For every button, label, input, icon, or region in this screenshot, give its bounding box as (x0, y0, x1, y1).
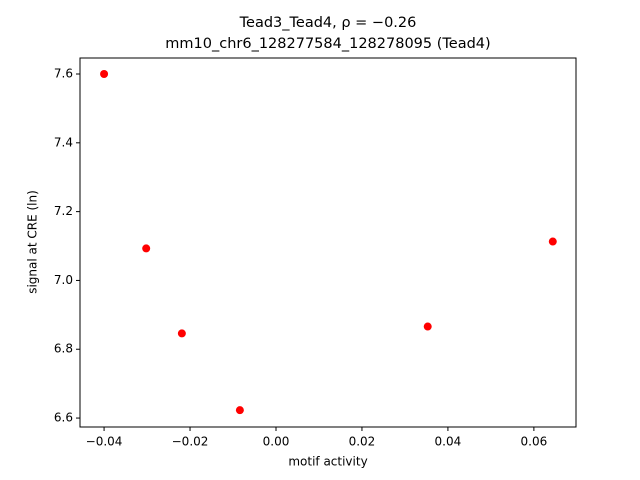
x-axis-label: motif activity (288, 455, 367, 469)
y-tick-label: 7.2 (54, 204, 73, 218)
y-tick-label: 6.6 (54, 411, 73, 425)
x-tick-label: −0.04 (86, 435, 123, 449)
x-tick-label: 0.04 (435, 435, 462, 449)
chart-title: Tead3_Tead4, ρ = −0.26 (239, 15, 417, 31)
y-tick-label: 7.6 (54, 66, 73, 80)
x-tick-label: −0.02 (172, 435, 209, 449)
y-tick-label: 6.8 (54, 342, 73, 356)
point (177, 329, 186, 338)
point (100, 69, 109, 78)
x-tick-label: 0.06 (521, 435, 548, 449)
y-tick-label: 7.4 (54, 135, 73, 149)
plot-frame (79, 57, 577, 428)
point (423, 322, 432, 331)
y-axis-label: signal at CRE (ln) (26, 190, 40, 294)
point (142, 244, 151, 253)
x-tick-label: 0.02 (349, 435, 376, 449)
y-tick-label: 7.0 (54, 273, 73, 287)
point (548, 237, 557, 246)
x-tick-label: 0.00 (263, 435, 290, 449)
point (235, 406, 244, 415)
chart-subtitle: mm10_chr6_128277584_128278095 (Tead4) (165, 36, 490, 52)
